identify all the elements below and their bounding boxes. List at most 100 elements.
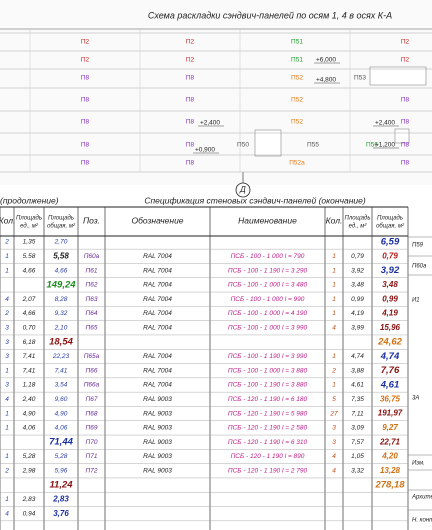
header-line: Площадь (48, 215, 74, 221)
level-mark: +6,000 (316, 57, 336, 64)
panel-label: П2 (186, 39, 195, 46)
table-cell: 4,06 (55, 425, 68, 432)
table-heading: Спецификация стеновых сэндвич-панелей (о… (144, 195, 366, 205)
table-cell: 7,35 (351, 396, 364, 403)
table-cell: 3,88 (351, 367, 364, 374)
header-line: Поз. (83, 216, 100, 226)
table-cell: П66а (84, 382, 100, 389)
table-cell: ПСБ - 120 - 1 190 l = 5 980 (228, 410, 308, 417)
table-cell: 2 (4, 239, 9, 246)
panel-label: П52 (291, 75, 303, 82)
table-cell: 2,07 (22, 296, 36, 303)
table-cell: 1 (332, 253, 336, 260)
table-cell: 3 (5, 353, 9, 360)
table-cell: RAL 9003 (143, 396, 172, 403)
table-cell: ПСБ - 120 - 1 190 l = 6 310 (228, 439, 308, 446)
axis-marker: Д (239, 185, 246, 194)
table-cell: ПСБ - 100 - 1 190 l = 3 880 (228, 382, 308, 389)
table-cell: 11,24 (49, 480, 73, 491)
table-cell: 9,27 (382, 423, 398, 432)
plan-grid: П2 П2 П51 П2 П2 П2 П51 П2 П8 П8 П52 П53 П8 П8 П52 П8 П8 П… (0, 29, 432, 173)
table-cell: 5,28 (55, 453, 68, 460)
table-cell: 4,66 (23, 267, 36, 274)
table-cell: 4,66 (23, 310, 36, 317)
table-cell: 5,58 (53, 251, 69, 260)
table-cell: ПСБ - 100 - 1 190 l = 3 990 (228, 353, 308, 360)
panel-label: П50 (237, 142, 249, 149)
table-cell: 0,70 (23, 325, 36, 332)
table-cell: П72 (86, 468, 98, 475)
table-cell: 1 (332, 296, 336, 303)
header-cell: Кол. (326, 216, 343, 226)
header-line: ед., м² (349, 223, 368, 229)
table-cell: 15,96 (380, 323, 401, 332)
table-cell: RAL 7004 (143, 367, 172, 374)
table-cell: ПСБ - 100 - 1 000 l = 790 (231, 253, 305, 260)
table-cell: П67 (86, 396, 98, 403)
table-cell: П63 (86, 296, 98, 303)
panel-label: П8 (186, 142, 195, 149)
panel-label: П8 (186, 75, 195, 82)
table-cell: RAL 7004 (143, 296, 172, 303)
table-cell: П66 (86, 367, 98, 374)
table-cell: 278,18 (374, 480, 405, 491)
table-cell: П70 (86, 439, 98, 446)
panel-label: П2 (81, 57, 90, 64)
table-cell: 3,99 (351, 325, 364, 332)
table-cell: RAL 9003 (143, 439, 172, 446)
table-cell: 7,76 (381, 365, 400, 376)
table-cell: 1 (332, 267, 336, 274)
table-cell: RAL 7004 (143, 282, 172, 289)
table-cell: 4 (5, 296, 9, 303)
table-cell: 5.58 (23, 253, 36, 260)
side-fragment: П59 П60а И1 3А Изм. Архитект. Н. контр. (408, 236, 432, 524)
plan-title: Схема раскладки сэндвич-панелей по осям … (148, 10, 392, 20)
table-cell: П61 (86, 267, 98, 274)
table-cell: ПСБ - 100 - 1 000 l = 3 880 (228, 367, 308, 374)
table-cell: 3 (332, 439, 336, 446)
table-cell: 36,75 (380, 394, 401, 403)
table-cell: 2,70 (54, 239, 68, 246)
table-cell: 3,48 (351, 282, 364, 289)
level-mark: +1,200 (375, 142, 395, 149)
table-cell: 4 (332, 468, 336, 475)
panel-label: П53 (354, 75, 366, 82)
table-cell: 1 (5, 496, 9, 503)
header-line: Кол. (0, 216, 15, 226)
panel-label: П52а (289, 160, 305, 167)
table-cell: 4,06 (23, 425, 36, 432)
table-cell: 7,41 (55, 367, 68, 374)
panel-label: П2 (186, 57, 195, 64)
side-label: Н. контр. (412, 518, 432, 524)
panel-label: П2 (81, 39, 90, 46)
table-cell: 1 (332, 310, 336, 317)
panel-label: П51 (291, 57, 303, 64)
header-cell: Наименование (238, 216, 297, 226)
table-cell: 7,57 (351, 439, 364, 446)
table-cell: 4,90 (23, 410, 36, 417)
table-cell: RAL 7004 (143, 382, 172, 389)
table-cell: 7,41 (23, 353, 36, 360)
table-cell: П64 (86, 310, 98, 317)
panel-label: П52 (291, 97, 303, 104)
side-label: И1 (412, 298, 420, 304)
table-cell: 1 (332, 282, 336, 289)
panel-label: П8 (186, 119, 195, 126)
panel-label: П8 (81, 97, 90, 104)
table-cell: П71 (86, 453, 98, 460)
table-cell: 0,99 (351, 296, 364, 303)
table-cell: 0,94 (23, 510, 36, 517)
table-cell: 4,19 (381, 309, 398, 318)
table-cell: 4,61 (380, 380, 400, 391)
table-cell: 1 (332, 382, 336, 389)
table-cell: 2 (4, 468, 9, 475)
table-cell: 3,48 (382, 280, 398, 289)
side-label: П59 (412, 243, 424, 249)
table-cell: 3 (5, 325, 9, 332)
header-line: Обозначение (131, 216, 183, 226)
table-cell: 1 (5, 267, 9, 274)
table-cell: RAL 9003 (143, 468, 172, 475)
table-cell: 1 (5, 453, 9, 460)
table-cell: ПСБ - 100 - 1 000 l = 4 190 (228, 310, 308, 317)
